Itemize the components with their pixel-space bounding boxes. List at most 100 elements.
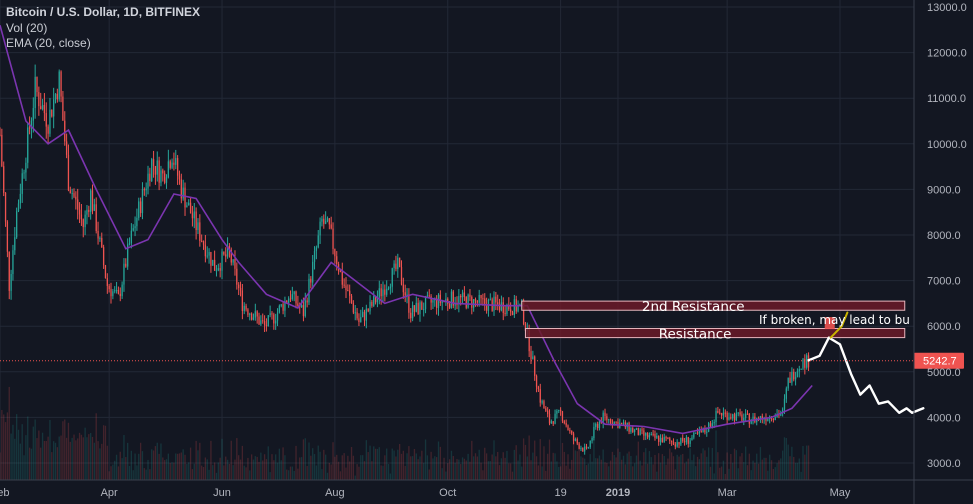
volume-bar: [341, 455, 343, 480]
volume-bar: [156, 442, 158, 480]
candle-body: [334, 248, 336, 257]
candle-body: [395, 263, 397, 269]
ema-path: [0, 24, 813, 435]
candle-body: [595, 423, 597, 427]
volume-bar: [478, 449, 480, 480]
time-axis[interactable]: Feb Apr Jun Aug Oct 19 2019 Mar May: [0, 479, 973, 499]
volume-bar: [794, 462, 797, 480]
volume-bar: [761, 459, 763, 480]
volume-bar: [204, 457, 207, 480]
breakout-marker: [824, 317, 835, 330]
candle-body: [398, 257, 401, 268]
volume-bar: [239, 459, 242, 480]
candle-body: [476, 300, 478, 303]
volume-bar: [781, 450, 784, 480]
volume-bar: [534, 440, 536, 480]
candle-body: [47, 126, 49, 134]
volume-bar: [491, 454, 493, 480]
candle-body: [326, 218, 329, 221]
candle-body: [730, 417, 732, 419]
candle-body: [541, 401, 543, 403]
price-axis[interactable]: 13000.0 12000.0 11000.0 10000.0 9000.0 8000.0…: [913, 0, 967, 504]
volume-bar: [93, 442, 96, 480]
candle-body: [796, 371, 799, 377]
candle-body: [328, 218, 330, 225]
volume-bar: [321, 469, 323, 480]
volume-bar: [339, 471, 342, 480]
x-tick-label: Apr: [101, 487, 118, 499]
volume-bar: [785, 437, 787, 480]
candle-body: [761, 416, 763, 420]
candle-body: [495, 296, 497, 303]
candle-body: [663, 437, 665, 443]
candle-body: [628, 422, 630, 432]
volume-bar: [165, 459, 168, 480]
volume-bar: [54, 442, 57, 480]
candle-body: [151, 159, 153, 181]
volume-bar: [265, 459, 268, 480]
volume-bar: [756, 453, 758, 480]
volume-bar: [162, 457, 164, 480]
volume-bar: [400, 453, 403, 480]
candle-body: [56, 93, 59, 100]
candle-body: [378, 288, 380, 298]
volume-bar: [423, 462, 425, 480]
candle-body: [669, 438, 671, 441]
candle-body: [622, 422, 625, 424]
volume-bar: [317, 445, 319, 480]
volume-bar: [578, 447, 580, 480]
volume-bar: [363, 461, 366, 480]
candle-body: [136, 217, 138, 227]
volume-bar: [117, 466, 120, 480]
candle-body: [171, 162, 173, 168]
volume-bar: [658, 453, 660, 480]
volume-bar: [678, 456, 680, 480]
candle-body: [437, 294, 440, 308]
volume-bar: [236, 438, 238, 480]
volume-bar: [804, 454, 806, 480]
candle-body: [585, 446, 588, 448]
candle-body: [689, 440, 691, 444]
volume-bar: [247, 457, 249, 480]
volume-bar: [219, 457, 221, 480]
volume-bar: [471, 440, 473, 480]
volume-bar: [199, 442, 201, 480]
volume-bar: [450, 450, 453, 480]
candle-body: [565, 423, 567, 426]
volume-bar: [343, 453, 345, 480]
candle-body: [373, 296, 375, 306]
volume-bar: [750, 470, 752, 480]
volume-bar: [754, 462, 756, 480]
candle-body: [282, 304, 284, 311]
candle-body: [683, 441, 686, 443]
candle-body: [382, 289, 384, 297]
volume-bar: [571, 459, 573, 480]
volume-bar: [537, 465, 540, 480]
candle-body: [343, 284, 345, 286]
volume-bar: [482, 470, 484, 480]
legend-symbol[interactable]: Bitcoin / U.S. Dollar, 1D, BITFINEX: [6, 5, 201, 19]
candle-body: [250, 313, 253, 320]
candle-body: [787, 377, 789, 389]
candle-body: [273, 314, 275, 324]
candle-body: [188, 202, 190, 206]
legend-ema[interactable]: EMA (20, close): [6, 36, 91, 50]
volume-bar: [127, 442, 129, 480]
candle-body: [249, 313, 251, 315]
volume-bar: [787, 444, 789, 480]
candle-body: [60, 71, 62, 97]
candle-body: [458, 295, 460, 305]
volume-bar: [193, 463, 195, 480]
candle-body: [88, 209, 90, 212]
candle-body: [695, 432, 697, 434]
volume-bar: [643, 452, 645, 480]
candle-body: [221, 251, 223, 271]
candle-body: [450, 291, 453, 308]
candle-body: [143, 189, 145, 191]
volume-bar: [789, 456, 791, 480]
volume-bar: [800, 471, 802, 480]
volume-bar: [284, 455, 286, 480]
legend-volume[interactable]: Vol (20): [6, 20, 48, 35]
candle-body: [8, 251, 10, 291]
